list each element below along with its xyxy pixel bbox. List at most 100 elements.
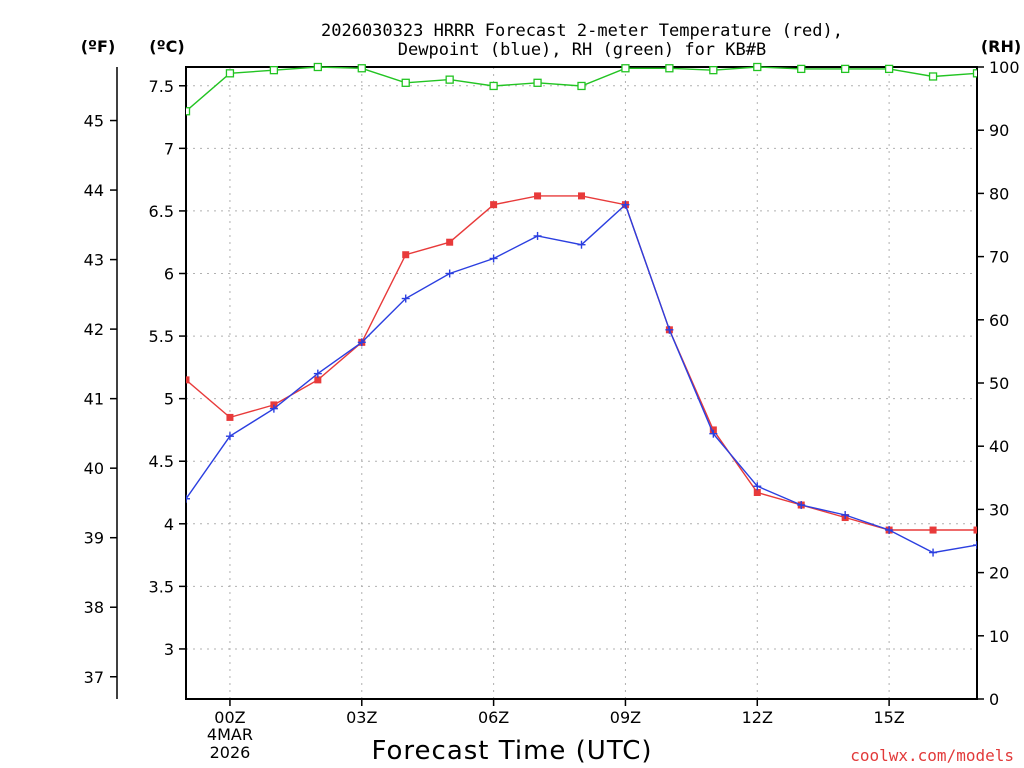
temperature-point [929,526,937,534]
rh-point [709,66,718,75]
dewpoint-line [186,203,977,554]
dewpoint-point [885,526,894,535]
celsius-tick-label: 4.5 [149,452,174,471]
rh-point [401,78,410,87]
dewpoint-point [401,294,410,303]
dewpoint-point [929,548,938,557]
x-tick-label: 12Z [742,708,773,727]
dewpoint-point [709,429,718,438]
fahrenheit-unit-label: (ºF) [81,37,116,56]
fahrenheit-tick-label: 45 [84,112,104,131]
fahrenheit-tick-label: 39 [84,529,104,548]
rh-tick-label: 60 [989,311,1009,330]
series-group [186,62,977,557]
rh-point [225,69,235,78]
celsius-tick-label: 5.5 [149,327,174,346]
rh-tick-label: 40 [989,437,1009,456]
celsius-tick-label: 7 [164,139,174,158]
fahrenheit-tick-label: 40 [84,459,104,478]
grid [186,67,977,699]
temperature-point [534,192,542,200]
rh-tick-label: 70 [989,248,1009,267]
x-tick-label: 00Z [214,708,245,727]
fahrenheit-tick-label: 43 [84,251,104,270]
rh-unit-label: (RH) [981,37,1021,56]
rh-tick-label: 100 [989,58,1020,77]
dewpoint-point [489,254,498,263]
rh-point [533,78,542,87]
x-tick-label: 06Z [478,708,509,727]
dewpoint-point [797,501,806,510]
celsius-unit-label: (ºC) [149,37,184,56]
chart-title-line2: Dewpoint (blue), RH (green) for KB#B [398,40,766,60]
rh-point [972,69,977,78]
temperature-point [973,526,977,534]
rh-point [621,64,630,73]
dewpoint-point [445,269,454,278]
celsius-tick-label: 3.5 [149,577,174,596]
celsius-tick-label: 4 [164,515,174,534]
rh-point [489,81,498,91]
temperature-point [226,413,234,421]
fahrenheit-tick-label: 38 [84,598,104,617]
rh-point [186,107,191,116]
temperature-point [490,201,498,209]
temperature-point [446,238,454,246]
temperature-point [314,376,322,384]
x-tick-date-label: 4MAR [207,725,253,744]
rh-tick-label: 20 [989,564,1009,583]
x-tick-label: 03Z [346,708,377,727]
dewpoint-point [577,240,586,249]
x-tick-label: 09Z [610,708,641,727]
rh-point [445,75,454,84]
fahrenheit-tick-label: 41 [84,390,104,409]
plot-frame [185,66,978,700]
dewpoint-point [269,404,278,413]
rh-point [884,64,894,74]
dewpoint-point [225,432,234,441]
rh-tick-label: 50 [989,374,1009,393]
rh-point [357,64,366,73]
rh-tick-label: 30 [989,500,1009,519]
rh-point [313,62,322,72]
celsius-tick-label: 5 [164,390,174,409]
fahrenheit-tick-label: 37 [84,668,104,687]
celsius-tick-label: 6 [164,264,174,283]
dewpoint-point [357,338,366,347]
rh-point [753,62,762,72]
celsius-tick-label: 7.5 [149,77,174,96]
dewpoint-point [186,494,190,503]
temperature-point [186,376,190,384]
chart-title-line1: 2026030323 HRRR Forecast 2-meter Tempera… [321,21,843,41]
rh-tick-label: 90 [989,121,1009,140]
dewpoint-point [841,511,850,520]
x-tick-label: 15Z [873,708,904,727]
rh-point [577,81,586,91]
dewpoint-point [313,369,322,378]
celsius-tick-label: 3 [164,640,174,659]
dewpoint-point [973,541,977,550]
rh-point [269,66,279,75]
temperature-point [578,192,585,200]
x-tick-year-label: 2026 [210,743,251,762]
credit-text: coolwx.com/models [850,746,1014,765]
rh-point [841,64,850,74]
dewpoint-point [533,231,542,240]
dewpoint-point [753,482,762,491]
fahrenheit-tick-label: 44 [84,181,104,200]
rh-point [665,64,674,73]
temperature-point [753,489,761,497]
rh-tick-label: 80 [989,184,1009,203]
fahrenheit-tick-label: 42 [84,320,104,339]
rh-point [797,64,806,74]
axes: 3 3.5 4 4.5 5 5.5 6 6.5 7 7.5 37 38 39 40 41 42 43 44 45 0 1… [84,58,1020,762]
celsius-tick-label: 6.5 [149,202,174,221]
x-axis-label: Forecast Time (UTC) [371,736,652,766]
rh-tick-label: 0 [989,690,999,709]
dewpoint-point [665,325,674,334]
temperature-point [402,251,410,259]
rh-point [928,72,938,81]
rh-tick-label: 10 [989,627,1009,646]
dewpoint-point [621,200,630,209]
